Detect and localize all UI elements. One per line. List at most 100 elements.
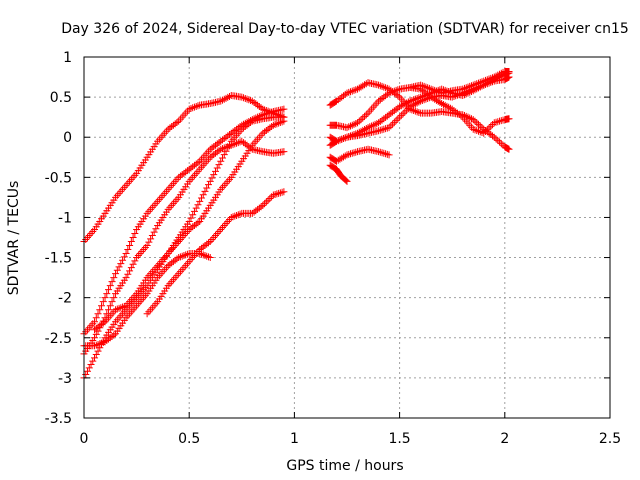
data-point	[247, 119, 255, 127]
data-point	[229, 128, 237, 136]
data-point	[334, 156, 342, 164]
data-point	[190, 161, 198, 169]
y-tick-label: 0	[63, 130, 72, 146]
data-point	[112, 306, 120, 314]
data-point	[194, 219, 202, 227]
data-point	[152, 225, 160, 233]
data-point	[457, 112, 465, 120]
data-point	[271, 190, 279, 198]
data-point	[119, 303, 127, 311]
data-point	[204, 253, 212, 261]
data-point	[343, 89, 351, 97]
data-point	[455, 110, 463, 118]
data-point	[99, 338, 107, 346]
data-point	[496, 117, 504, 125]
data-point	[490, 133, 498, 141]
data-point	[392, 105, 400, 113]
data-point	[387, 122, 395, 130]
data-point	[240, 94, 248, 102]
data-point	[190, 207, 198, 215]
data-point	[224, 132, 232, 140]
data-point	[383, 112, 391, 120]
data-point	[371, 120, 379, 128]
data-point	[94, 340, 102, 348]
data-series	[80, 67, 513, 382]
data-point	[127, 264, 135, 272]
data-point	[390, 107, 398, 115]
data-point	[98, 339, 106, 347]
data-point	[261, 200, 269, 208]
data-point	[108, 298, 116, 306]
data-point	[483, 126, 491, 134]
data-point	[487, 122, 495, 130]
series-sat14	[406, 67, 513, 97]
data-point	[462, 84, 470, 92]
data-point	[352, 148, 360, 156]
data-point	[275, 119, 283, 127]
data-point	[212, 141, 219, 149]
data-point	[342, 176, 350, 184]
data-point	[494, 71, 502, 79]
data-point	[94, 323, 102, 331]
data-point	[375, 127, 383, 135]
data-point	[248, 97, 256, 105]
data-point	[373, 120, 381, 128]
data-point	[492, 135, 500, 143]
data-point	[352, 120, 360, 128]
data-point	[110, 294, 118, 302]
data-point	[203, 252, 211, 260]
data-point	[482, 76, 490, 84]
data-point	[264, 196, 272, 204]
data-point	[169, 121, 177, 129]
data-point	[222, 94, 230, 102]
data-point	[194, 201, 202, 209]
data-point	[148, 231, 156, 239]
data-point	[389, 120, 397, 128]
data-point	[183, 250, 191, 258]
data-point	[378, 82, 386, 90]
data-point	[257, 203, 265, 211]
data-point	[171, 120, 179, 128]
data-point	[122, 274, 130, 282]
data-point	[464, 83, 472, 91]
data-point	[127, 238, 135, 246]
y-tick-label: -2.5	[45, 331, 72, 347]
data-point	[350, 86, 358, 94]
data-point	[345, 123, 353, 131]
data-point	[92, 330, 100, 338]
data-point	[206, 153, 214, 161]
data-point	[382, 125, 390, 133]
data-point	[434, 88, 442, 96]
data-point	[212, 167, 219, 175]
data-point	[266, 194, 274, 202]
data-point	[443, 102, 451, 110]
data-point	[185, 217, 193, 225]
data-point	[192, 102, 200, 110]
data-point	[382, 84, 390, 92]
data-point	[201, 187, 209, 195]
data-point	[238, 125, 246, 133]
data-point	[210, 143, 218, 151]
data-point	[220, 135, 228, 143]
data-point	[227, 129, 235, 137]
data-point	[387, 88, 395, 96]
data-point	[397, 102, 405, 110]
data-point	[226, 141, 234, 149]
data-point	[361, 81, 369, 89]
data-point	[234, 211, 242, 219]
x-tick-label: 0	[80, 431, 89, 447]
data-point	[262, 127, 270, 135]
data-point	[397, 111, 405, 119]
data-point	[96, 306, 104, 314]
data-point	[236, 210, 244, 218]
data-point	[147, 235, 155, 243]
data-point	[183, 167, 191, 175]
data-point	[222, 147, 230, 155]
data-point	[376, 148, 384, 156]
series-sat7	[143, 188, 288, 318]
data-point	[420, 96, 428, 104]
data-point	[411, 107, 419, 115]
data-point	[385, 89, 393, 97]
data-point	[180, 169, 188, 177]
data-point	[187, 224, 195, 232]
